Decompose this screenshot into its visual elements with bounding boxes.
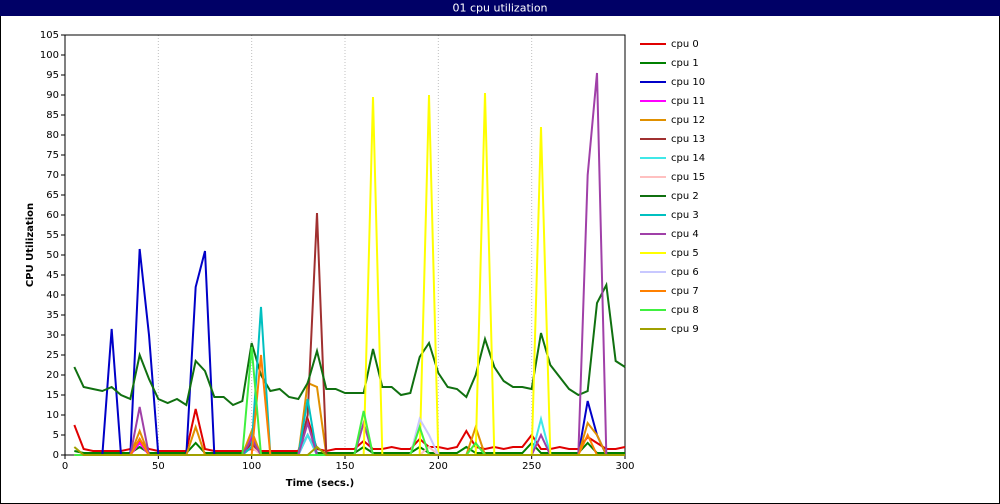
y-tick-label: 30 [46, 330, 59, 341]
legend-label: cpu 3 [671, 210, 699, 221]
y-tick-label: 85 [46, 110, 59, 121]
y-tick-label: 75 [46, 150, 59, 161]
legend-label: cpu 5 [671, 248, 699, 259]
y-tick-label: 95 [46, 70, 59, 81]
legend-label: cpu 12 [671, 115, 705, 126]
y-tick-label: 0 [53, 450, 59, 461]
y-tick-label: 100 [40, 50, 59, 61]
series-line [73, 445, 625, 456]
legend-label: cpu 6 [671, 267, 699, 278]
chart-title: 01 cpu utilization [452, 2, 547, 15]
y-tick-label: 25 [46, 350, 59, 361]
y-tick-label: 5 [53, 430, 59, 441]
y-axis-label: CPU Utilization [25, 203, 36, 287]
legend-label: cpu 8 [671, 305, 699, 316]
y-tick-label: 65 [46, 190, 59, 201]
legend-label: cpu 10 [671, 77, 705, 88]
legend-label: cpu 7 [671, 286, 699, 297]
legend-label: cpu 15 [671, 172, 705, 183]
title-bar [0, 0, 1000, 16]
y-tick-label: 50 [46, 250, 59, 261]
y-tick-label: 40 [46, 290, 59, 301]
y-tick-label: 10 [46, 410, 59, 421]
x-tick-label: 100 [242, 461, 261, 472]
y-tick-label: 55 [46, 230, 59, 241]
legend-label: cpu 14 [671, 153, 705, 164]
y-tick-label: 45 [46, 270, 59, 281]
y-tick-label: 90 [46, 90, 59, 101]
x-tick-label: 250 [522, 461, 541, 472]
y-tick-label: 105 [40, 30, 59, 41]
legend-label: cpu 13 [671, 134, 705, 145]
x-axis-label: Time (secs.) [286, 478, 355, 489]
legend-label: cpu 2 [671, 191, 699, 202]
legend-label: cpu 9 [671, 324, 699, 335]
x-tick-label: 200 [429, 461, 448, 472]
series-line [74, 432, 625, 454]
legend-label: cpu 1 [671, 58, 699, 69]
x-tick-label: 300 [615, 461, 634, 472]
series-line [73, 408, 626, 453]
y-tick-label: 20 [46, 370, 59, 381]
y-tick-label: 35 [46, 310, 59, 321]
x-tick-label: 50 [152, 461, 165, 472]
x-tick-label: 150 [335, 461, 354, 472]
legend-label: cpu 4 [671, 229, 699, 240]
y-tick-label: 15 [46, 390, 59, 401]
y-tick-label: 70 [46, 170, 59, 181]
legend-label: cpu 0 [671, 39, 699, 50]
y-tick-label: 60 [46, 210, 59, 221]
legend-label: cpu 11 [671, 96, 705, 107]
x-tick-label: 0 [62, 461, 68, 472]
y-tick-label: 80 [46, 130, 59, 141]
